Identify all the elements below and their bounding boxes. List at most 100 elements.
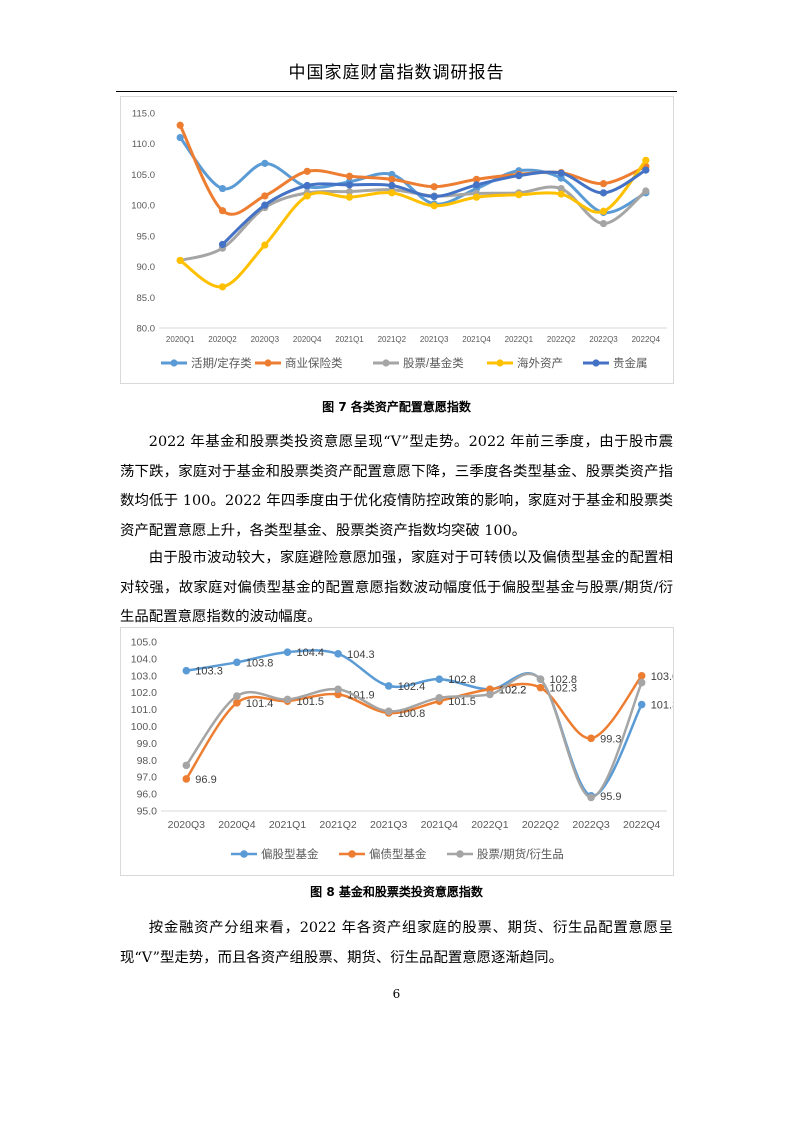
fig7-ytick-label: 115.0 bbox=[132, 109, 155, 120]
fig7-series-4-point bbox=[642, 156, 650, 164]
fig8-series-1-data-label: 95.9 bbox=[600, 791, 621, 803]
fig8-series-2-data-label: 103.0 bbox=[651, 671, 673, 683]
fig8-series-3-point bbox=[486, 690, 494, 699]
fig8-ytick-label: 97.0 bbox=[137, 772, 158, 784]
fig7-series-4-point bbox=[515, 191, 523, 199]
fig8-ytick-label: 100.0 bbox=[131, 721, 157, 733]
fig8-series-1-point bbox=[283, 648, 292, 656]
running-header: 中国家庭财富指数调研报告 bbox=[288, 63, 505, 83]
fig8-series-1-data-label: 104.3 bbox=[347, 649, 375, 661]
fig7-xtick-label: 2022Q3 bbox=[589, 335, 618, 344]
fig8-ytick-label: 96.0 bbox=[137, 789, 158, 801]
fig7-series-2-point bbox=[472, 175, 481, 183]
fig7-series-2-point bbox=[430, 183, 438, 191]
fig7-xtick-label: 2020Q4 bbox=[293, 335, 322, 344]
fig8-series-1-data-label: 102.8 bbox=[550, 674, 578, 686]
header-rule bbox=[116, 91, 677, 92]
fig8-ytick-label: 105.0 bbox=[131, 637, 157, 649]
fig7-ytick-label: 90.0 bbox=[137, 262, 156, 273]
fig7-legend-marker-3 bbox=[382, 359, 390, 367]
fig7-legend-label-3: 股票/基金类 bbox=[403, 356, 464, 370]
fig8-xtick-label: 2021Q4 bbox=[421, 819, 459, 831]
fig7-series-4-point bbox=[345, 193, 354, 201]
fig8-xtick-label: 2020Q4 bbox=[218, 819, 256, 831]
fig7-ytick-label: 95.0 bbox=[137, 231, 156, 242]
fig8-series-1-point bbox=[435, 675, 444, 683]
fig7-series-2-point bbox=[388, 175, 396, 183]
fig7-xtick-label: 2022Q4 bbox=[632, 335, 661, 344]
fig8-series-3-point bbox=[435, 693, 444, 702]
page-number: 6 bbox=[392, 987, 401, 1001]
fig7-xtick-label: 2021Q1 bbox=[335, 335, 364, 344]
fig7-series-5-point bbox=[303, 181, 311, 190]
fig8-xtick-label: 2022Q3 bbox=[572, 819, 610, 831]
fig8-series-2-point bbox=[182, 775, 191, 783]
fig8-legend-marker-2 bbox=[348, 850, 356, 858]
fig8-ytick-label: 104.0 bbox=[131, 653, 157, 665]
fig7-ytick-label: 105.0 bbox=[131, 170, 155, 181]
fig8-series-3-point bbox=[233, 692, 241, 700]
fig7-xtick-label: 2021Q2 bbox=[378, 335, 407, 344]
fig7-legend-marker-1 bbox=[170, 359, 178, 367]
fig7-legend-marker-2 bbox=[264, 359, 272, 367]
fig7-series-5-point bbox=[557, 169, 565, 177]
fig7-xtick-label: 2021Q4 bbox=[462, 335, 491, 344]
fig7-series-3-point bbox=[557, 184, 565, 193]
paragraph-2: 由于股市波动较大，家庭避险意愿加强，家庭对于可转债以及偏债型基金的配置相对较强，… bbox=[120, 550, 673, 625]
fig7-series-2-point bbox=[261, 192, 269, 200]
fig8-series-2-point bbox=[637, 672, 646, 680]
fig7-series-5-point bbox=[218, 240, 227, 249]
fig8-ytick-label: 99.0 bbox=[137, 738, 158, 750]
fig8-series-2-data-label: 101.5 bbox=[297, 696, 325, 708]
fig8-legend-marker-1 bbox=[240, 850, 248, 858]
fig7-series-5-point bbox=[388, 181, 396, 190]
fig8-series-2-data-label: 96.9 bbox=[195, 774, 216, 786]
fig8-legend-label-1: 偏股型基金 bbox=[261, 847, 319, 861]
fig8-series-1-point bbox=[637, 700, 646, 709]
fig8-xtick-label: 2020Q3 bbox=[168, 819, 206, 831]
fig8-series-2-data-label: 102.3 bbox=[550, 683, 578, 695]
fig7-series-1-point bbox=[261, 159, 269, 167]
fig8-series-2-point bbox=[233, 699, 241, 707]
fig8-xtick-label: 2022Q1 bbox=[471, 819, 509, 831]
fig7-series-5-point bbox=[515, 172, 523, 180]
fig8-series-1-point bbox=[334, 650, 342, 658]
fig8-xtick-label: 2021Q2 bbox=[319, 819, 357, 831]
fig7-series-2-point bbox=[218, 207, 227, 215]
fig8-ytick-label: 95.0 bbox=[137, 806, 158, 818]
fig7-series-4-point bbox=[472, 193, 481, 201]
fig7-series-4-point bbox=[430, 202, 438, 210]
fig8-series-3-point bbox=[384, 707, 393, 716]
fig8-xtick-label: 2022Q2 bbox=[522, 819, 560, 831]
fig7-series-4-point bbox=[303, 192, 311, 200]
fig7-series-1-point bbox=[218, 184, 227, 193]
fig7-xtick-label: 2021Q3 bbox=[420, 335, 449, 344]
fig7-legend-label-1: 活期/定存类 bbox=[191, 356, 252, 370]
fig8-xtick-label: 2021Q3 bbox=[370, 819, 408, 831]
fig7-series-5-point bbox=[472, 181, 481, 189]
fig8-series-1-point bbox=[384, 682, 393, 690]
figure-7-chart: 80.0 85.0 90.0 95.0 100.0 105.0 110.0 115.0 2020… bbox=[120, 96, 674, 384]
fig8-legend-label-3: 股票/期货/衍生品 bbox=[477, 847, 564, 861]
fig7-xtick-label: 2022Q2 bbox=[547, 335, 576, 344]
fig7-series-5-point bbox=[345, 181, 354, 189]
fig8-series-2-data-label: 102.2 bbox=[499, 684, 527, 696]
fig7-legend-label-4: 海外资产 bbox=[517, 356, 563, 370]
figure-7-caption: 图 7 各类资产配置意愿指数 bbox=[322, 400, 471, 414]
fig8-series-1-data-label: 102.8 bbox=[448, 674, 476, 686]
fig8-xtick-label: 2021Q1 bbox=[269, 819, 307, 831]
fig7-legend-label-2: 商业保险类 bbox=[285, 356, 343, 370]
fig7-series-4-point bbox=[261, 241, 269, 249]
fig8-series-2-data-label: 99.3 bbox=[600, 733, 621, 745]
fig8-series-3-point bbox=[637, 678, 646, 687]
fig8-series-2-data-label: 100.8 bbox=[398, 708, 426, 720]
fig8-xtick-label: 2022Q4 bbox=[623, 819, 661, 831]
fig7-xtick-label: 2022Q1 bbox=[505, 335, 534, 344]
fig7-ytick-label: 85.0 bbox=[137, 293, 156, 304]
fig7-series-2-point bbox=[176, 121, 184, 129]
fig7-series-4-point bbox=[176, 256, 184, 265]
fig7-series-4-point bbox=[557, 190, 565, 198]
paragraph-1: 2022 年基金和股票类投资意愿呈现“V”型走势。2022 年前三季度，由于股市… bbox=[120, 434, 673, 539]
fig8-ytick-label: 101.0 bbox=[131, 704, 157, 716]
fig8-series-3-point bbox=[587, 793, 595, 802]
